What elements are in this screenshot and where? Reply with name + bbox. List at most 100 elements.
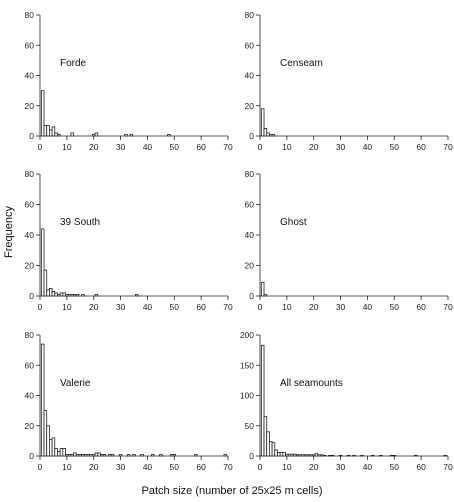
x-tick-label: 20 bbox=[309, 302, 319, 312]
histogram-bar bbox=[126, 454, 131, 457]
histogram-bar bbox=[167, 134, 171, 137]
histogram-bar bbox=[65, 454, 69, 457]
histogram-bar bbox=[59, 448, 64, 457]
histogram-bar bbox=[108, 454, 112, 457]
x-tick-label: 60 bbox=[196, 462, 206, 472]
histogram-bar bbox=[73, 294, 77, 297]
y-tick-label: 80 bbox=[245, 169, 255, 179]
panel-title: Valerie bbox=[60, 378, 91, 389]
histogram-bar bbox=[285, 453, 289, 457]
x-tick-label: 30 bbox=[116, 302, 126, 312]
y-tick-label: 40 bbox=[25, 391, 35, 401]
y-tick-label: 60 bbox=[25, 200, 35, 210]
panel-1: 0 20 40 60 80 0 10 20 30 40 50 60 70 Forde bbox=[25, 10, 233, 152]
x-tick-label: 20 bbox=[89, 462, 99, 472]
histogram-bar bbox=[110, 454, 115, 457]
y-tick-label: 20 bbox=[245, 261, 255, 271]
histogram-bar bbox=[46, 425, 50, 457]
histogram-bar bbox=[443, 454, 448, 457]
histogram-bar bbox=[43, 125, 48, 137]
x-tick-label: 0 bbox=[258, 462, 263, 472]
x-tick-label: 30 bbox=[336, 302, 346, 312]
histogram-bar bbox=[57, 451, 61, 457]
histogram-bar bbox=[70, 132, 74, 137]
histogram-bar bbox=[129, 134, 134, 137]
x-tick-label: 50 bbox=[170, 302, 180, 312]
x-tick-label: 20 bbox=[309, 142, 319, 152]
histogram-bar bbox=[389, 454, 394, 457]
x-tick-label: 40 bbox=[363, 142, 373, 152]
histogram-bar bbox=[62, 448, 66, 457]
y-tick-label: 80 bbox=[25, 10, 35, 20]
x-tick-label: 0 bbox=[38, 142, 43, 152]
histogram-bar bbox=[314, 453, 319, 457]
histogram-bar bbox=[151, 454, 155, 457]
panel-2: 0 20 40 60 80 0 10 20 30 40 50 60 70 Censeam bbox=[245, 10, 453, 152]
histogram-bar bbox=[46, 125, 50, 137]
histogram-bar bbox=[67, 294, 72, 297]
x-tick-label: 70 bbox=[223, 302, 233, 312]
histogram-bar bbox=[266, 431, 270, 457]
histogram-bar bbox=[62, 292, 66, 297]
y-tick-label: 40 bbox=[245, 230, 255, 240]
y-tick-label: 0 bbox=[249, 131, 254, 141]
x-tick-label: 50 bbox=[170, 462, 180, 472]
histogram-bar bbox=[94, 294, 99, 297]
x-tick-label: 10 bbox=[62, 142, 72, 152]
histogram-bar bbox=[65, 294, 69, 297]
histogram-bar bbox=[392, 454, 397, 457]
x-tick-label: 30 bbox=[116, 142, 126, 152]
histogram-bar bbox=[54, 292, 58, 297]
x-tick-label: 70 bbox=[443, 302, 453, 312]
histogram-bar bbox=[379, 454, 383, 457]
histogram-bar bbox=[194, 454, 198, 457]
histogram-bar bbox=[309, 454, 313, 457]
x-tick-label: 30 bbox=[336, 142, 346, 152]
histogram-bar bbox=[301, 454, 305, 457]
histogram-bar bbox=[282, 451, 286, 457]
histogram-bar bbox=[49, 438, 53, 457]
histogram-bar bbox=[118, 454, 123, 457]
histogram-bar bbox=[75, 294, 80, 297]
histogram-bar bbox=[330, 454, 335, 457]
histogram-bar bbox=[140, 454, 144, 457]
histogram-bar bbox=[311, 454, 316, 457]
x-tick-label: 60 bbox=[416, 142, 426, 152]
x-tick-label: 20 bbox=[309, 462, 319, 472]
x-tick-label: 50 bbox=[390, 462, 400, 472]
x-tick-label: 40 bbox=[143, 302, 153, 312]
y-tick-label: 0 bbox=[29, 451, 34, 461]
histogram-bar bbox=[290, 453, 294, 457]
panel-title: Forde bbox=[60, 58, 87, 69]
y-tick-label: 20 bbox=[25, 421, 35, 431]
x-tick-label: 20 bbox=[89, 142, 99, 152]
panel-title: All seamounts bbox=[280, 378, 343, 389]
x-tick-label: 10 bbox=[282, 462, 292, 472]
histogram-bar bbox=[346, 454, 351, 457]
histogram-bar bbox=[43, 269, 48, 297]
x-tick-label: 10 bbox=[282, 142, 292, 152]
histogram-bar bbox=[295, 454, 300, 457]
histogram-bar bbox=[91, 454, 96, 457]
histogram-bar bbox=[320, 454, 324, 457]
histogram-bar bbox=[100, 454, 104, 457]
histogram-bar bbox=[371, 454, 375, 457]
x-tick-label: 60 bbox=[416, 302, 426, 312]
histogram-bar bbox=[352, 454, 356, 457]
x-tick-label: 50 bbox=[170, 142, 180, 152]
x-tick-label: 10 bbox=[62, 302, 72, 312]
x-tick-label: 30 bbox=[116, 462, 126, 472]
x-tick-label: 40 bbox=[143, 142, 153, 152]
y-tick-label: 20 bbox=[245, 101, 255, 111]
histogram-bar bbox=[78, 454, 83, 457]
histogram-bar bbox=[414, 454, 418, 457]
panels-group: 0 20 40 60 80 0 10 20 30 40 50 60 70 Forde 0 20 40 60 80 0 1… bbox=[25, 10, 453, 472]
histogram-bar bbox=[51, 437, 56, 457]
y-tick-label: 60 bbox=[25, 40, 35, 50]
x-tick-label: 40 bbox=[363, 462, 373, 472]
panel-6: 0 50 100 150 200 0 10 20 30 40 50 60 70 All seamounts bbox=[240, 330, 453, 472]
x-tick-label: 40 bbox=[143, 462, 153, 472]
histogram-bar bbox=[67, 454, 72, 457]
histogram-bar bbox=[94, 132, 99, 137]
x-tick-label: 40 bbox=[363, 302, 373, 312]
